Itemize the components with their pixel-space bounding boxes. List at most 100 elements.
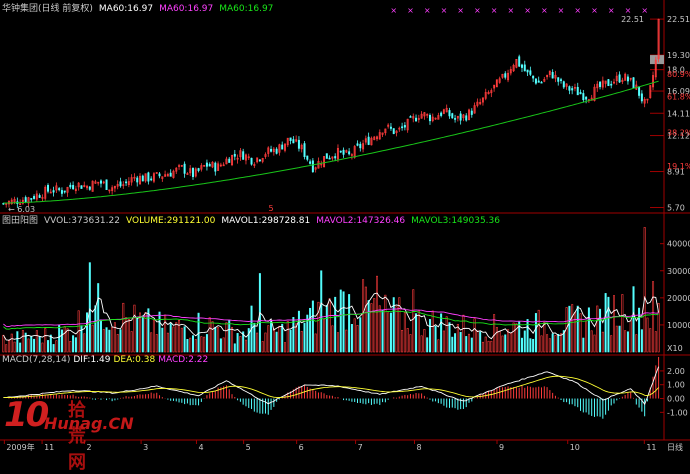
price-tick-label: 16.09 (667, 87, 690, 96)
pct-tick-label: 19.1% (667, 162, 690, 171)
time-axis-label: 2 (87, 443, 92, 452)
price-tick-label: 19.30 (667, 51, 690, 60)
macd-tick-label: 2.00 (667, 367, 685, 376)
price-candle-body (242, 151, 245, 160)
price-candle-body (200, 165, 203, 170)
volume-bar (116, 334, 119, 353)
volume-bar (490, 340, 493, 353)
volume-bar (44, 328, 47, 353)
price-candle-body (601, 80, 604, 88)
price-candle-body (136, 177, 139, 183)
price-candle-body (175, 167, 178, 172)
price-candle-body (52, 190, 55, 193)
volume-bar (448, 322, 451, 353)
price-candle-body (231, 154, 234, 166)
price-candle-body (431, 116, 434, 122)
volume-bar (624, 330, 627, 353)
volume-bar (336, 332, 339, 353)
volume-bar (38, 336, 41, 353)
volume-bar (52, 344, 55, 353)
volume-title: 图田阳图 (2, 216, 39, 226)
price-candle-body (83, 185, 86, 188)
volume-ma1-line (3, 292, 660, 341)
volume-bar (60, 329, 63, 353)
volume-bar (272, 328, 275, 353)
volume-bar (518, 321, 521, 353)
volume-bar (635, 334, 638, 353)
price-candle-body (479, 102, 482, 105)
price-candle-body (127, 181, 130, 185)
volume-bar (342, 291, 345, 353)
price-candle-body (573, 87, 576, 89)
volume-bar (423, 329, 426, 353)
price-header: 华钟集团(日线 前复权) MA60:16.97 MA60:16.97 MA60:16.… (2, 1, 279, 14)
price-candle-body (498, 78, 501, 83)
volume-bar (557, 333, 560, 353)
volume-bar (459, 331, 462, 353)
price-candle-body (244, 154, 247, 161)
volume-bar (640, 329, 643, 353)
price-candle-body (211, 161, 214, 168)
volume-bar (562, 330, 565, 353)
price-candle-body (278, 144, 281, 153)
volume-bar (152, 320, 155, 353)
price-candle-body (38, 195, 41, 198)
volume-bar (401, 329, 404, 353)
volume-bar (35, 330, 38, 353)
price-candle-body (183, 163, 186, 174)
volume-bar (155, 334, 158, 353)
price-candle-body (247, 156, 250, 159)
price-candle-body (219, 164, 222, 167)
price-candle-body (512, 64, 515, 72)
volume-bar (509, 332, 512, 353)
volume-label: VOLUME:291121.00 (125, 216, 216, 226)
volume-bar (158, 311, 161, 353)
volume-bar (350, 323, 353, 353)
price-candle-body (548, 70, 551, 75)
price-candle-body (164, 174, 167, 177)
signal-marker: × (574, 6, 581, 15)
price-candle-body (504, 73, 507, 78)
volume-bar (468, 333, 471, 353)
volume-bar (239, 336, 242, 353)
volume-bar (197, 312, 200, 353)
volume-bar (127, 318, 130, 353)
time-axis-label: 11 (646, 443, 656, 452)
price-candle-body (484, 92, 487, 99)
signal-marker: × (524, 6, 531, 15)
price-candle-body (579, 92, 582, 95)
price-candle-body (412, 116, 415, 119)
volume-bar (582, 337, 585, 353)
price-candle-body (10, 199, 13, 205)
volume-bar (147, 308, 150, 353)
volume-bar (551, 333, 554, 353)
volume-bar (13, 341, 16, 353)
volume-bar (501, 335, 504, 353)
volume-bar (311, 300, 314, 353)
volume-bar (437, 339, 440, 353)
price-candle-body (275, 148, 278, 154)
price-candle-body (49, 191, 52, 194)
price-candle-body (222, 164, 225, 167)
price-candle-body (456, 115, 459, 119)
volume-bar (217, 327, 220, 353)
volume-bar (445, 316, 448, 353)
volume-bar (612, 295, 615, 353)
price-candle-body (376, 136, 379, 140)
price-candle-body (518, 56, 521, 67)
volume-bar (546, 334, 549, 353)
price-candle-body (323, 156, 326, 168)
volume-bar (604, 293, 607, 353)
volume-bar (440, 313, 443, 353)
volume-bar (398, 297, 401, 353)
volume-bar (219, 338, 222, 353)
price-candle-body (119, 181, 122, 187)
volume-bar (186, 339, 189, 353)
volume-bar (359, 317, 362, 353)
volume-bar (504, 334, 507, 353)
price-candle-body (459, 113, 462, 121)
volume-bar (465, 336, 468, 353)
price-candle-body (91, 180, 94, 192)
price-candle-body (281, 144, 284, 150)
price-candle-body (454, 118, 457, 120)
